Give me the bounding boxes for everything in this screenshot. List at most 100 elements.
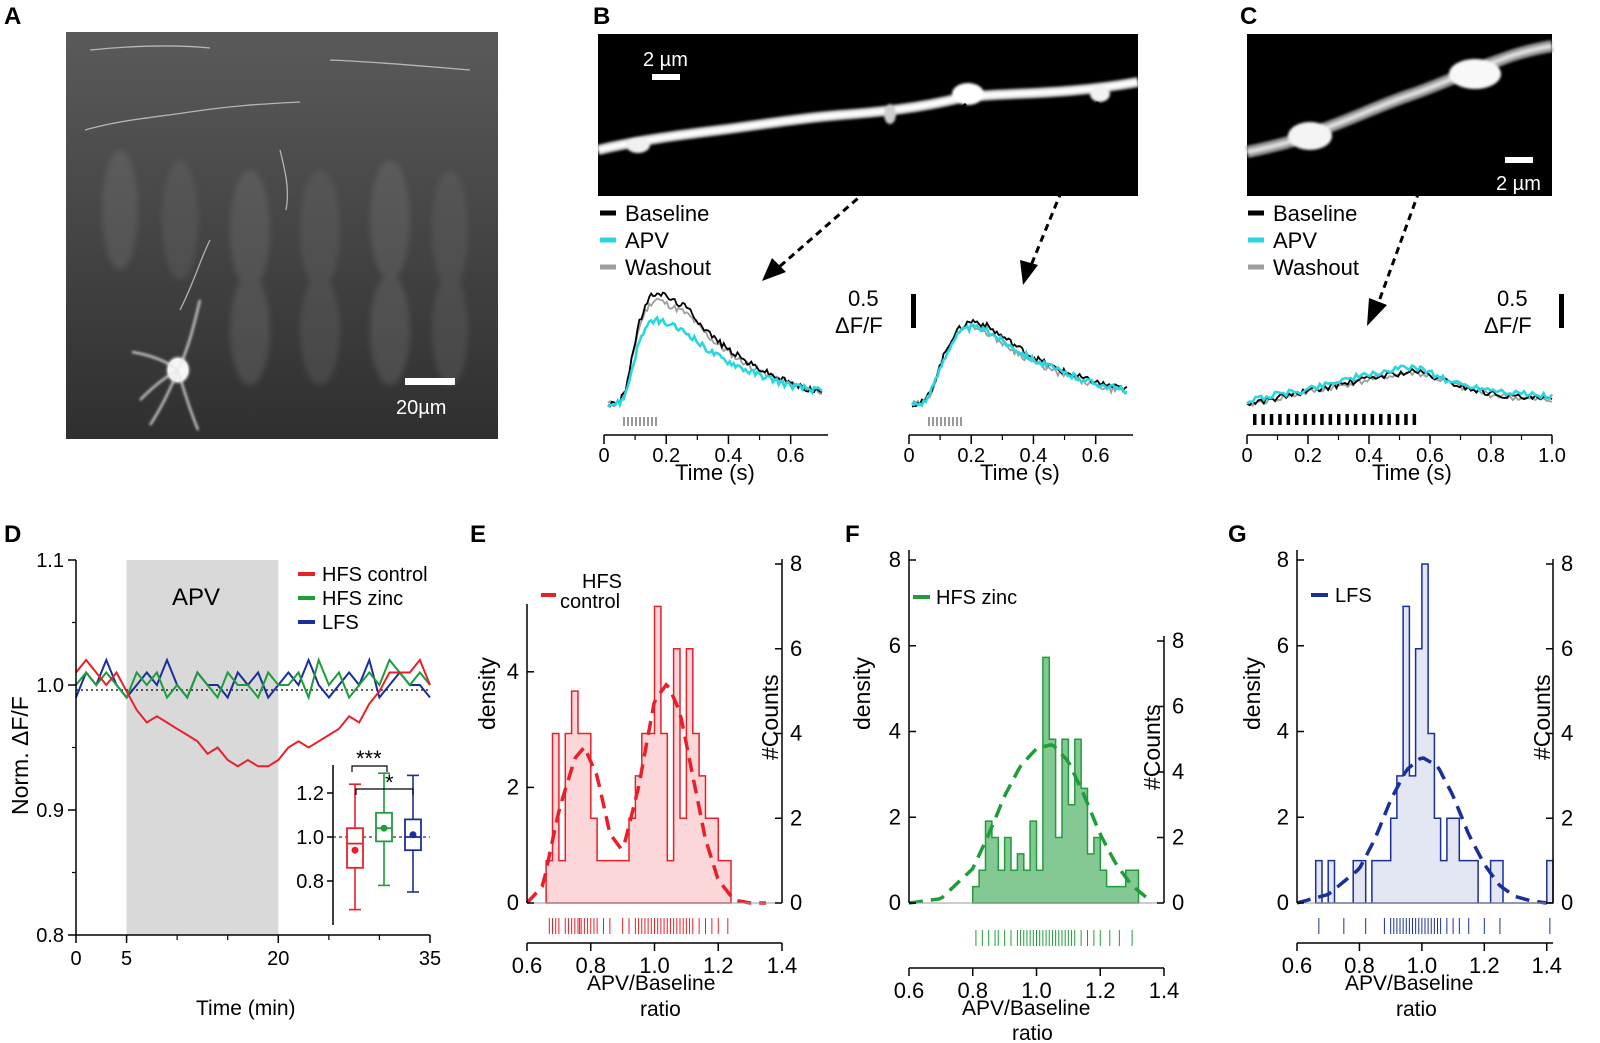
panel-b-legend: Baseline APV Washout [600, 201, 711, 280]
panel-g-y2label: #Counts [1529, 674, 1555, 760]
y2-tick-label-6: 6 [790, 636, 802, 661]
panel-c-xlabel: Time (s) [1372, 460, 1452, 485]
x-tick-label-0: 0 [1241, 445, 1252, 467]
y-tick-label-0: 0 [889, 890, 901, 915]
panel-d-sig-top: *** [356, 746, 382, 771]
stim-pulse [1320, 414, 1324, 425]
stim-pulse [1253, 414, 1257, 425]
legend-apv: APV [625, 228, 669, 253]
y-tick-label-2: 2 [1277, 804, 1289, 829]
y-tick-label-8: 8 [889, 547, 901, 572]
x-tick-label-35: 35 [419, 948, 441, 970]
legend-c-baseline: Baseline [1273, 201, 1357, 226]
y2-tick-label-4: 4 [790, 721, 802, 746]
y-tick-label-0.9: 0.9 [36, 800, 64, 822]
x-tick-label-0.4: 0.4 [715, 445, 743, 467]
x-tick-label-0.6: 0.6 [894, 978, 925, 1003]
panel-b-dff-bar [911, 294, 916, 328]
inset-y-tick-label-1.2: 1.2 [296, 783, 324, 805]
y-tick-label-1.0: 1.0 [36, 675, 64, 697]
inset-y-tick-label-1.0: 1.0 [296, 827, 324, 849]
legend-c-washout: Washout [1273, 255, 1359, 280]
panel-c-scale-unit: ΔF/F [1484, 313, 1532, 338]
histogram-bars [971, 656, 1140, 904]
panel-e-xlabel-2: ratio [640, 998, 681, 1021]
x-tick-label-1.4: 1.4 [1149, 978, 1180, 1003]
x-tick-label-1.0: 1.0 [1538, 445, 1566, 467]
panel-c-scale-value: 0.5 [1497, 286, 1528, 311]
trace-baseline [607, 291, 823, 408]
panel-d-axes: 0.8 0.9 1.0 1.1 0 5 20 35 [36, 550, 441, 970]
panel-f-y2label: #Counts [1139, 704, 1165, 790]
stim-pulse [1379, 414, 1383, 425]
panel-d-chart: APV 0.8 0.9 1.0 1.1 0 5 20 35 Norm. ΔF/F Time (… [7, 550, 441, 1020]
panel-d-shade-label: APV [172, 584, 220, 611]
y-tick-label-4: 4 [507, 659, 519, 684]
histogram-bars [1314, 563, 1554, 904]
legend-d-hfs-control: HFS control [322, 564, 428, 586]
panel-a-scale-bar [405, 378, 455, 385]
x-tick-label-20: 20 [267, 948, 289, 970]
panel-letter-a: A [4, 3, 21, 30]
trace-washout [1246, 369, 1553, 408]
panel-b-left-xlabel: Time (s) [675, 460, 755, 485]
panel-b-arrows [777, 101, 1100, 270]
panel-e-xlabel-1: APV/Baseline [587, 972, 715, 995]
panel-c-image: 2 µm [1245, 34, 1553, 196]
y2-tick-label-0: 0 [1172, 890, 1184, 915]
x-tick-label-0.8: 0.8 [1477, 445, 1505, 467]
panel-letter-b: B [593, 3, 610, 30]
series-hfs-control [75, 658, 431, 768]
y2-tick-label-2: 2 [1561, 805, 1573, 830]
panel-f-xlabel-1: APV/Baseline [962, 997, 1090, 1020]
density-curve [908, 742, 1150, 905]
x-tick-label-0.6: 0.6 [777, 445, 805, 467]
panel-letter-e: E [470, 521, 486, 548]
stim-pulse [1261, 414, 1265, 425]
y-tick-label-4: 4 [889, 719, 901, 744]
x-tick-label-0.2: 0.2 [652, 445, 680, 467]
panel-b-left-stim [623, 417, 657, 426]
stim-pulse [1295, 414, 1299, 425]
x-tick-label-1.4: 1.4 [1531, 953, 1562, 978]
series-hfs-zinc [75, 656, 431, 701]
panel-d-sig-bottom: * [385, 770, 394, 795]
y-tick-label-6: 6 [1277, 633, 1289, 658]
x-tick-label-1.2: 1.2 [703, 953, 734, 978]
stim-pulse [1345, 414, 1349, 425]
panel-c-scale-label: 2 µm [1496, 173, 1541, 195]
x-tick-label-1.2: 1.2 [1469, 953, 1500, 978]
x-tick-label-0.4: 0.4 [1355, 445, 1383, 467]
mean-0 [351, 846, 359, 854]
panel-e-y2label: #Counts [757, 674, 783, 760]
legend-f-label: HFS zinc [936, 587, 1017, 609]
stim-pulse [1387, 414, 1391, 425]
y-tick-label-2: 2 [507, 774, 519, 799]
y-tick-label-1.1: 1.1 [36, 550, 64, 572]
y2-tick-label-8: 8 [1561, 551, 1573, 576]
arrowhead-c [1367, 298, 1387, 326]
x-tick-label-1.4: 1.4 [767, 953, 798, 978]
panel-d-xlabel: Time (min) [196, 997, 296, 1020]
panel-letter-c: C [1240, 3, 1257, 30]
trace-baseline [1246, 367, 1553, 407]
trace-apv [1246, 363, 1554, 405]
y2-tick-label-0: 0 [1561, 890, 1573, 915]
arrowhead-b1 [762, 258, 786, 281]
panel-letter-d: D [4, 521, 21, 548]
x-tick-label-0.6: 0.6 [1282, 953, 1313, 978]
stim-pulse [1412, 414, 1417, 425]
stim-pulse [1278, 414, 1282, 425]
mean-2 [409, 831, 417, 839]
x-tick-label-1.0: 1.0 [1407, 953, 1438, 978]
stim-pulse [1303, 414, 1307, 425]
stim-pulse [1353, 414, 1358, 425]
panel-c-legend: Baseline APV Washout [1248, 201, 1359, 280]
panel-d-sig-brackets [351, 765, 414, 795]
density-curve [525, 682, 767, 905]
x-tick-label-0: 0 [70, 948, 81, 970]
panel-g-xlabel-2: ratio [1396, 998, 1437, 1021]
stim-pulse [1269, 414, 1274, 425]
panel-f-xlabel-2: ratio [1012, 1022, 1053, 1043]
panel-f-chart: 0 2 4 6 8 0 2 4 6 8 0.6 0.8 1.0 1.2 1.4 [889, 547, 1185, 1003]
